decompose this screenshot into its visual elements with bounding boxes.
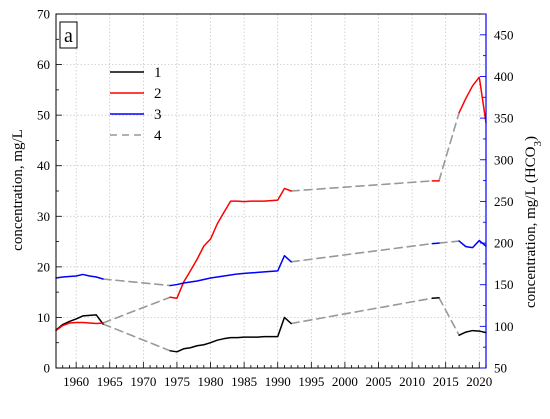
legend-label-4: 4	[154, 128, 162, 144]
series-2-line	[55, 321, 104, 332]
legend-label-1: 1	[154, 65, 162, 81]
x-tick-label: 1960	[63, 374, 89, 389]
series-1-line	[431, 296, 440, 299]
x-tick-label: 1970	[130, 374, 156, 389]
panel-label-frame	[59, 21, 78, 49]
panel-label-text: a	[64, 25, 73, 47]
data-series	[55, 76, 487, 353]
series-3-line	[431, 242, 440, 245]
y-left-tick-label: 70	[37, 7, 50, 22]
series-2-line	[169, 187, 292, 299]
legend: 1 2 3 4	[110, 65, 162, 144]
axis-ticks: 1960 1965 1970 1975 1980 1985 1990 1995 2000 2005…	[37, 7, 514, 390]
y-left-tick-label: 60	[37, 57, 50, 72]
series-4-line	[438, 111, 460, 182]
y-axis-right-title: concentration, mg/L (HCO3)	[523, 136, 544, 308]
x-tick-label: 2000	[332, 374, 358, 389]
y-right-tick-label: 200	[494, 236, 514, 251]
y-right-tick-label: 150	[494, 277, 514, 292]
y-left-tick-label: 0	[44, 361, 51, 376]
y-axis-left-title: concentration, mg/L	[10, 129, 26, 251]
y-right-tick-label: 300	[494, 152, 514, 167]
series-4-line	[438, 296, 460, 336]
legend-label-2: 2	[154, 86, 162, 102]
y-right-tick-label: 400	[494, 69, 514, 84]
y-axis-right-title-close: )	[523, 136, 539, 141]
series-4-line	[290, 180, 434, 192]
x-tick-label: 1980	[198, 374, 224, 389]
series-1-line	[169, 316, 292, 353]
legend-label-3: 3	[154, 107, 162, 123]
series-3-line	[169, 254, 292, 287]
y-left-tick-label: 30	[37, 209, 50, 224]
series-4-line	[102, 323, 172, 352]
x-tick-label: 2020	[466, 374, 492, 389]
y-right-tick-label: 350	[494, 111, 514, 126]
series-4-line	[438, 240, 460, 244]
y-right-tick-label: 250	[494, 194, 514, 209]
x-tick-label: 2005	[366, 374, 392, 389]
y-left-tick-label: 40	[37, 158, 50, 173]
x-tick-label: 1990	[265, 374, 291, 389]
y-axis-right-title-sub: 3	[532, 141, 544, 147]
y-right-tick-label: 100	[494, 319, 514, 334]
y-left-tick-label: 10	[37, 310, 50, 325]
x-tick-label: 1995	[298, 374, 324, 389]
series-3-line	[55, 273, 104, 280]
x-tick-label: 1985	[231, 374, 257, 389]
series-4-line	[102, 278, 172, 287]
series-4-line	[290, 297, 434, 325]
series-1-line	[458, 329, 487, 336]
series-3-line	[458, 239, 487, 249]
series-4-line	[290, 242, 434, 263]
x-tick-label: 1975	[164, 374, 190, 389]
x-tick-label: 2010	[399, 374, 425, 389]
panel-label: a	[59, 21, 78, 49]
y-right-tick-label: 450	[494, 27, 514, 42]
y-right-tick-label: 50	[494, 361, 507, 376]
series-2-line	[458, 76, 487, 124]
x-tick-label: 2015	[433, 374, 459, 389]
y-left-tick-label: 20	[37, 259, 50, 274]
y-axis-right-title-main: concentration, mg/L (HCO	[523, 146, 539, 308]
series-1-line	[55, 314, 104, 331]
series-4-line	[102, 296, 172, 324]
x-tick-label: 1965	[97, 374, 123, 389]
y-left-tick-label: 50	[37, 108, 50, 123]
